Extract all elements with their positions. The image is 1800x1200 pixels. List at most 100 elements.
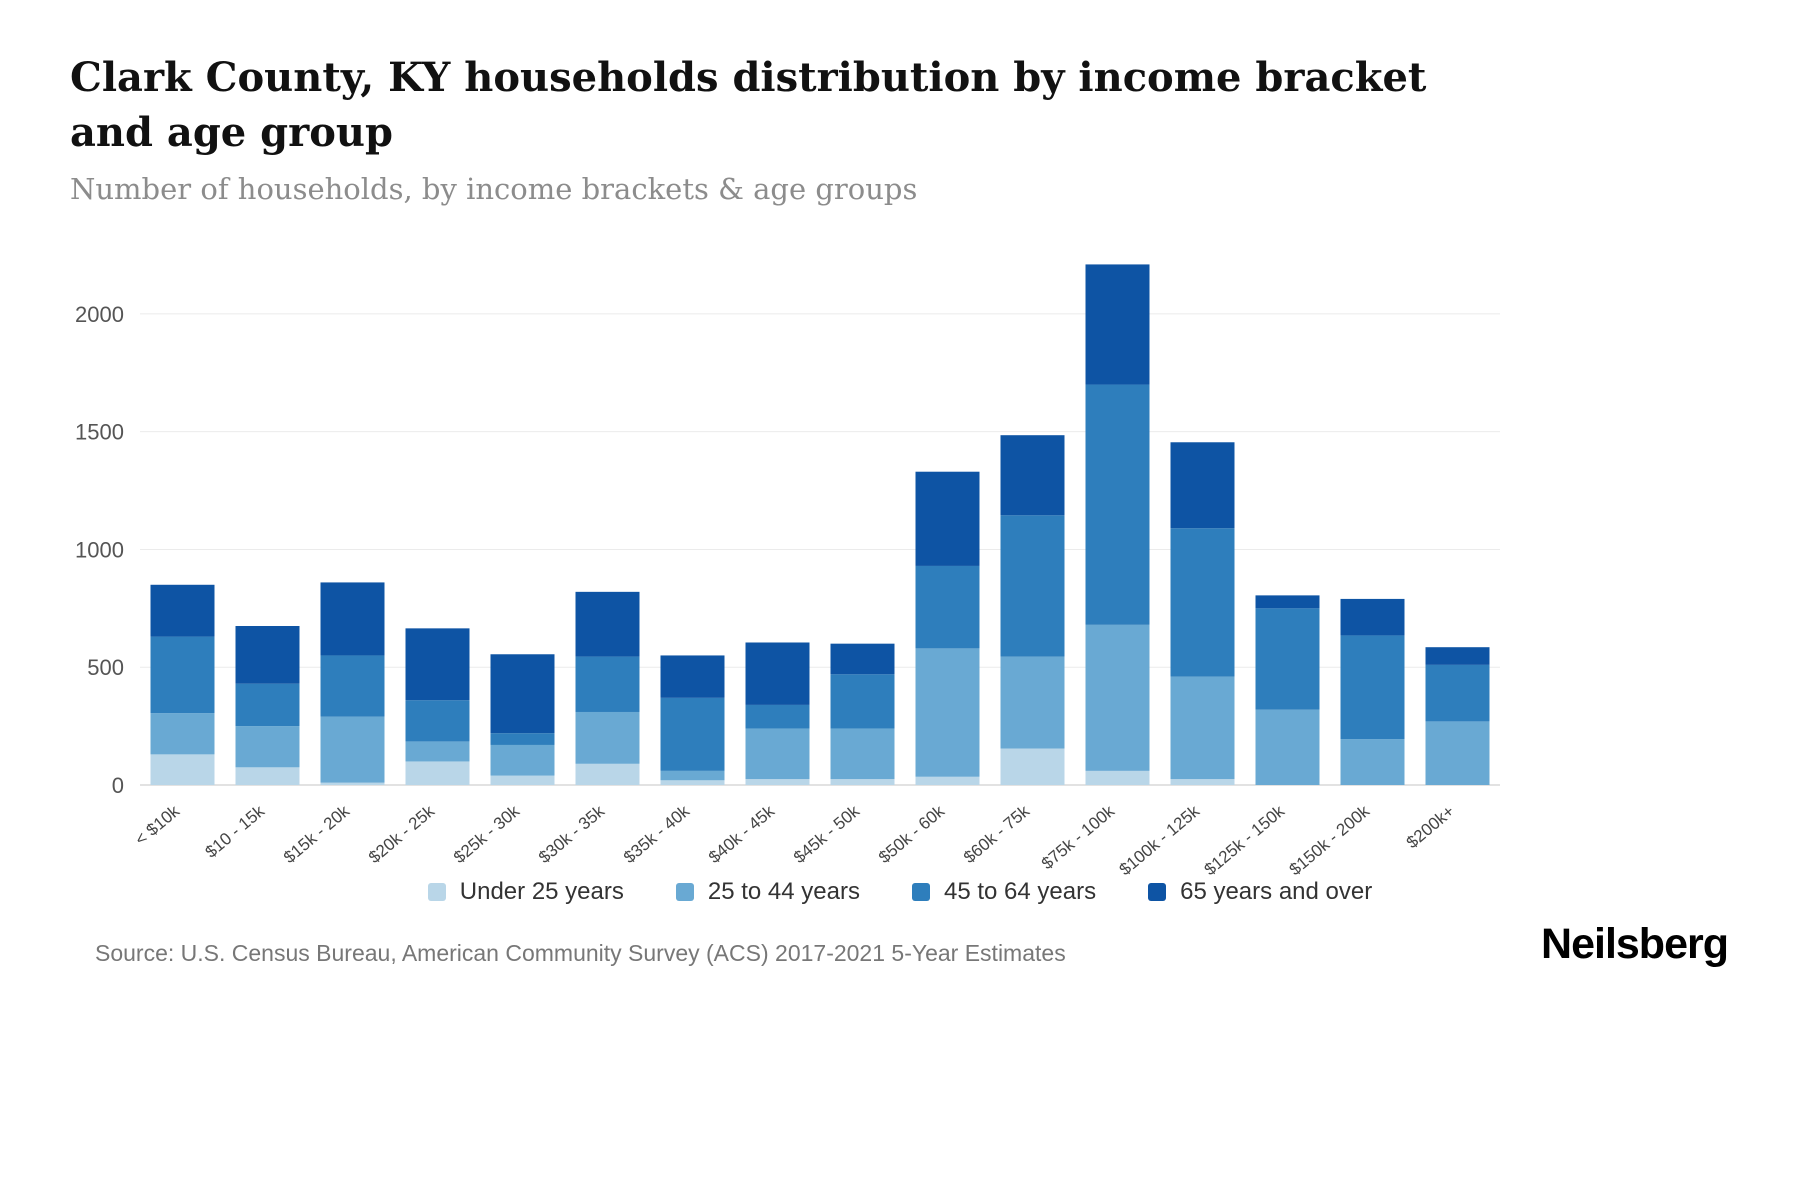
bar-segment xyxy=(1425,721,1490,785)
bar-segment xyxy=(1085,624,1150,771)
legend-item: 65 years and over xyxy=(1148,878,1372,906)
legend-label: 45 to 64 years xyxy=(943,878,1097,905)
bar-segment xyxy=(830,643,895,675)
bar-segment xyxy=(915,776,980,785)
bar-segment xyxy=(405,761,470,785)
bar-segment xyxy=(320,782,385,785)
bar-segment xyxy=(235,767,300,785)
bar-segment xyxy=(1170,442,1235,529)
legend-swatch xyxy=(675,883,694,901)
bar-segment xyxy=(150,713,215,755)
x-axis-tick-label: $35k - 40k xyxy=(620,801,693,867)
source-note: Source: U.S. Census Bureau, American Com… xyxy=(95,940,1066,966)
y-axis-tick-label: 500 xyxy=(87,655,124,680)
chart-canvas: 0 500 1000 1500 2000 < $10k $10 - 15k $15k - 20… xyxy=(75,264,1500,879)
bar-segment xyxy=(1085,264,1150,385)
bar-segment xyxy=(1255,709,1320,785)
x-axis-tick-label: $30k - 35k xyxy=(535,801,608,867)
x-axis-tick-label: $200k+ xyxy=(1403,801,1458,852)
legend-label: 25 to 44 years xyxy=(707,878,860,905)
bar-segment xyxy=(575,591,640,657)
bar-segment xyxy=(405,700,470,742)
bar-segment xyxy=(915,565,980,649)
bar-segment xyxy=(1340,739,1405,785)
bar-segment xyxy=(490,775,555,785)
y-axis-tick-label: 1500 xyxy=(75,420,124,445)
legend-label: Under 25 years xyxy=(459,878,624,905)
bar-segment xyxy=(915,471,980,566)
bar-segment xyxy=(1000,515,1065,657)
x-axis-tick-label: $75k - 100k xyxy=(1038,801,1119,873)
x-axis-tick-label: $125k - 150k xyxy=(1201,801,1289,879)
bar-segment xyxy=(660,697,725,771)
y-axis-tick-label: 2000 xyxy=(75,302,124,327)
bar-segment xyxy=(660,655,725,698)
bar-segment xyxy=(915,648,980,777)
bar-segment xyxy=(1425,647,1490,665)
bar-segment xyxy=(1000,656,1065,749)
bar-segment xyxy=(745,642,810,705)
neilsberg-logo: Neilsberg xyxy=(1541,920,1729,968)
stacked-bar-chart: 0 500 1000 1500 2000 < $10k $10 - 15k $15k - 20… xyxy=(55,240,1515,890)
x-axis-tick-label: $45k - 50k xyxy=(790,801,863,867)
y-axis-tick-label: 1000 xyxy=(75,537,124,562)
y-axis-tick-label: 0 xyxy=(112,773,124,798)
bar-segment xyxy=(235,726,300,768)
bar-segment xyxy=(320,655,385,717)
bar-segment xyxy=(660,770,725,781)
bar-segment xyxy=(575,711,640,764)
bar-segment xyxy=(320,716,385,783)
bar-segment xyxy=(1425,664,1490,722)
legend-item: Under 25 years xyxy=(427,878,624,906)
x-axis-tick-label: $60k - 75k xyxy=(960,801,1033,867)
bar-segment xyxy=(150,584,215,637)
bar-segment xyxy=(1085,384,1150,625)
bar-segment xyxy=(830,674,895,729)
bar-segment xyxy=(575,656,640,712)
x-axis-tick-label: $150k - 200k xyxy=(1286,801,1374,879)
bar-segment xyxy=(320,582,385,656)
bar-segment xyxy=(235,626,300,684)
x-axis-tick-label: < $10k xyxy=(131,801,183,849)
bar-segment xyxy=(745,779,810,785)
legend-item: 45 to 64 years xyxy=(911,878,1097,906)
x-axis-tick-label: $15k - 20k xyxy=(280,801,353,867)
legend-item: 25 to 44 years xyxy=(675,878,860,906)
bar-segment xyxy=(745,728,810,780)
bar-segment xyxy=(1170,676,1235,780)
bar-segment xyxy=(1340,635,1405,740)
x-axis-tick-label: $100k - 125k xyxy=(1116,801,1204,879)
chart-legend: Under 25 years 25 to 44 years 45 to 64 yea… xyxy=(0,878,1800,906)
bar-segment xyxy=(830,779,895,785)
x-axis-tick-label: $25k - 30k xyxy=(450,801,523,867)
chart-subtitle: Number of households, by income brackets… xyxy=(70,172,918,206)
bar-segment xyxy=(1255,608,1320,710)
bar-segment xyxy=(1340,598,1405,636)
bar-segment xyxy=(235,683,300,727)
chart-title: Clark County, KY households distribution… xyxy=(70,54,1427,157)
bar-segment xyxy=(490,733,555,745)
legend-label: 65 years and over xyxy=(1180,878,1373,905)
bar-segment xyxy=(830,728,895,780)
bar-segment xyxy=(1170,779,1235,785)
bar-segment xyxy=(1000,435,1065,516)
bar-segment xyxy=(150,754,215,785)
x-axis-tick-label: $50k - 60k xyxy=(875,801,948,867)
bar-segment xyxy=(745,704,810,729)
bar-segment xyxy=(575,763,640,785)
bar-segment xyxy=(1255,595,1320,609)
legend-swatch xyxy=(911,883,930,901)
bar-segment xyxy=(1000,748,1065,785)
legend-swatch xyxy=(427,883,446,901)
x-axis-tick-label: $20k - 25k xyxy=(365,801,438,867)
bar-segment xyxy=(405,628,470,701)
bar-segment xyxy=(405,741,470,762)
x-axis-tick-label: $40k - 45k xyxy=(705,801,778,867)
legend-swatch xyxy=(1148,883,1167,901)
bar-segment xyxy=(490,654,555,734)
bar-segment xyxy=(660,780,725,785)
x-axis-tick-label: $10 - 15k xyxy=(202,801,269,861)
bar-segment xyxy=(1085,770,1150,785)
bar-segment xyxy=(1170,528,1235,677)
